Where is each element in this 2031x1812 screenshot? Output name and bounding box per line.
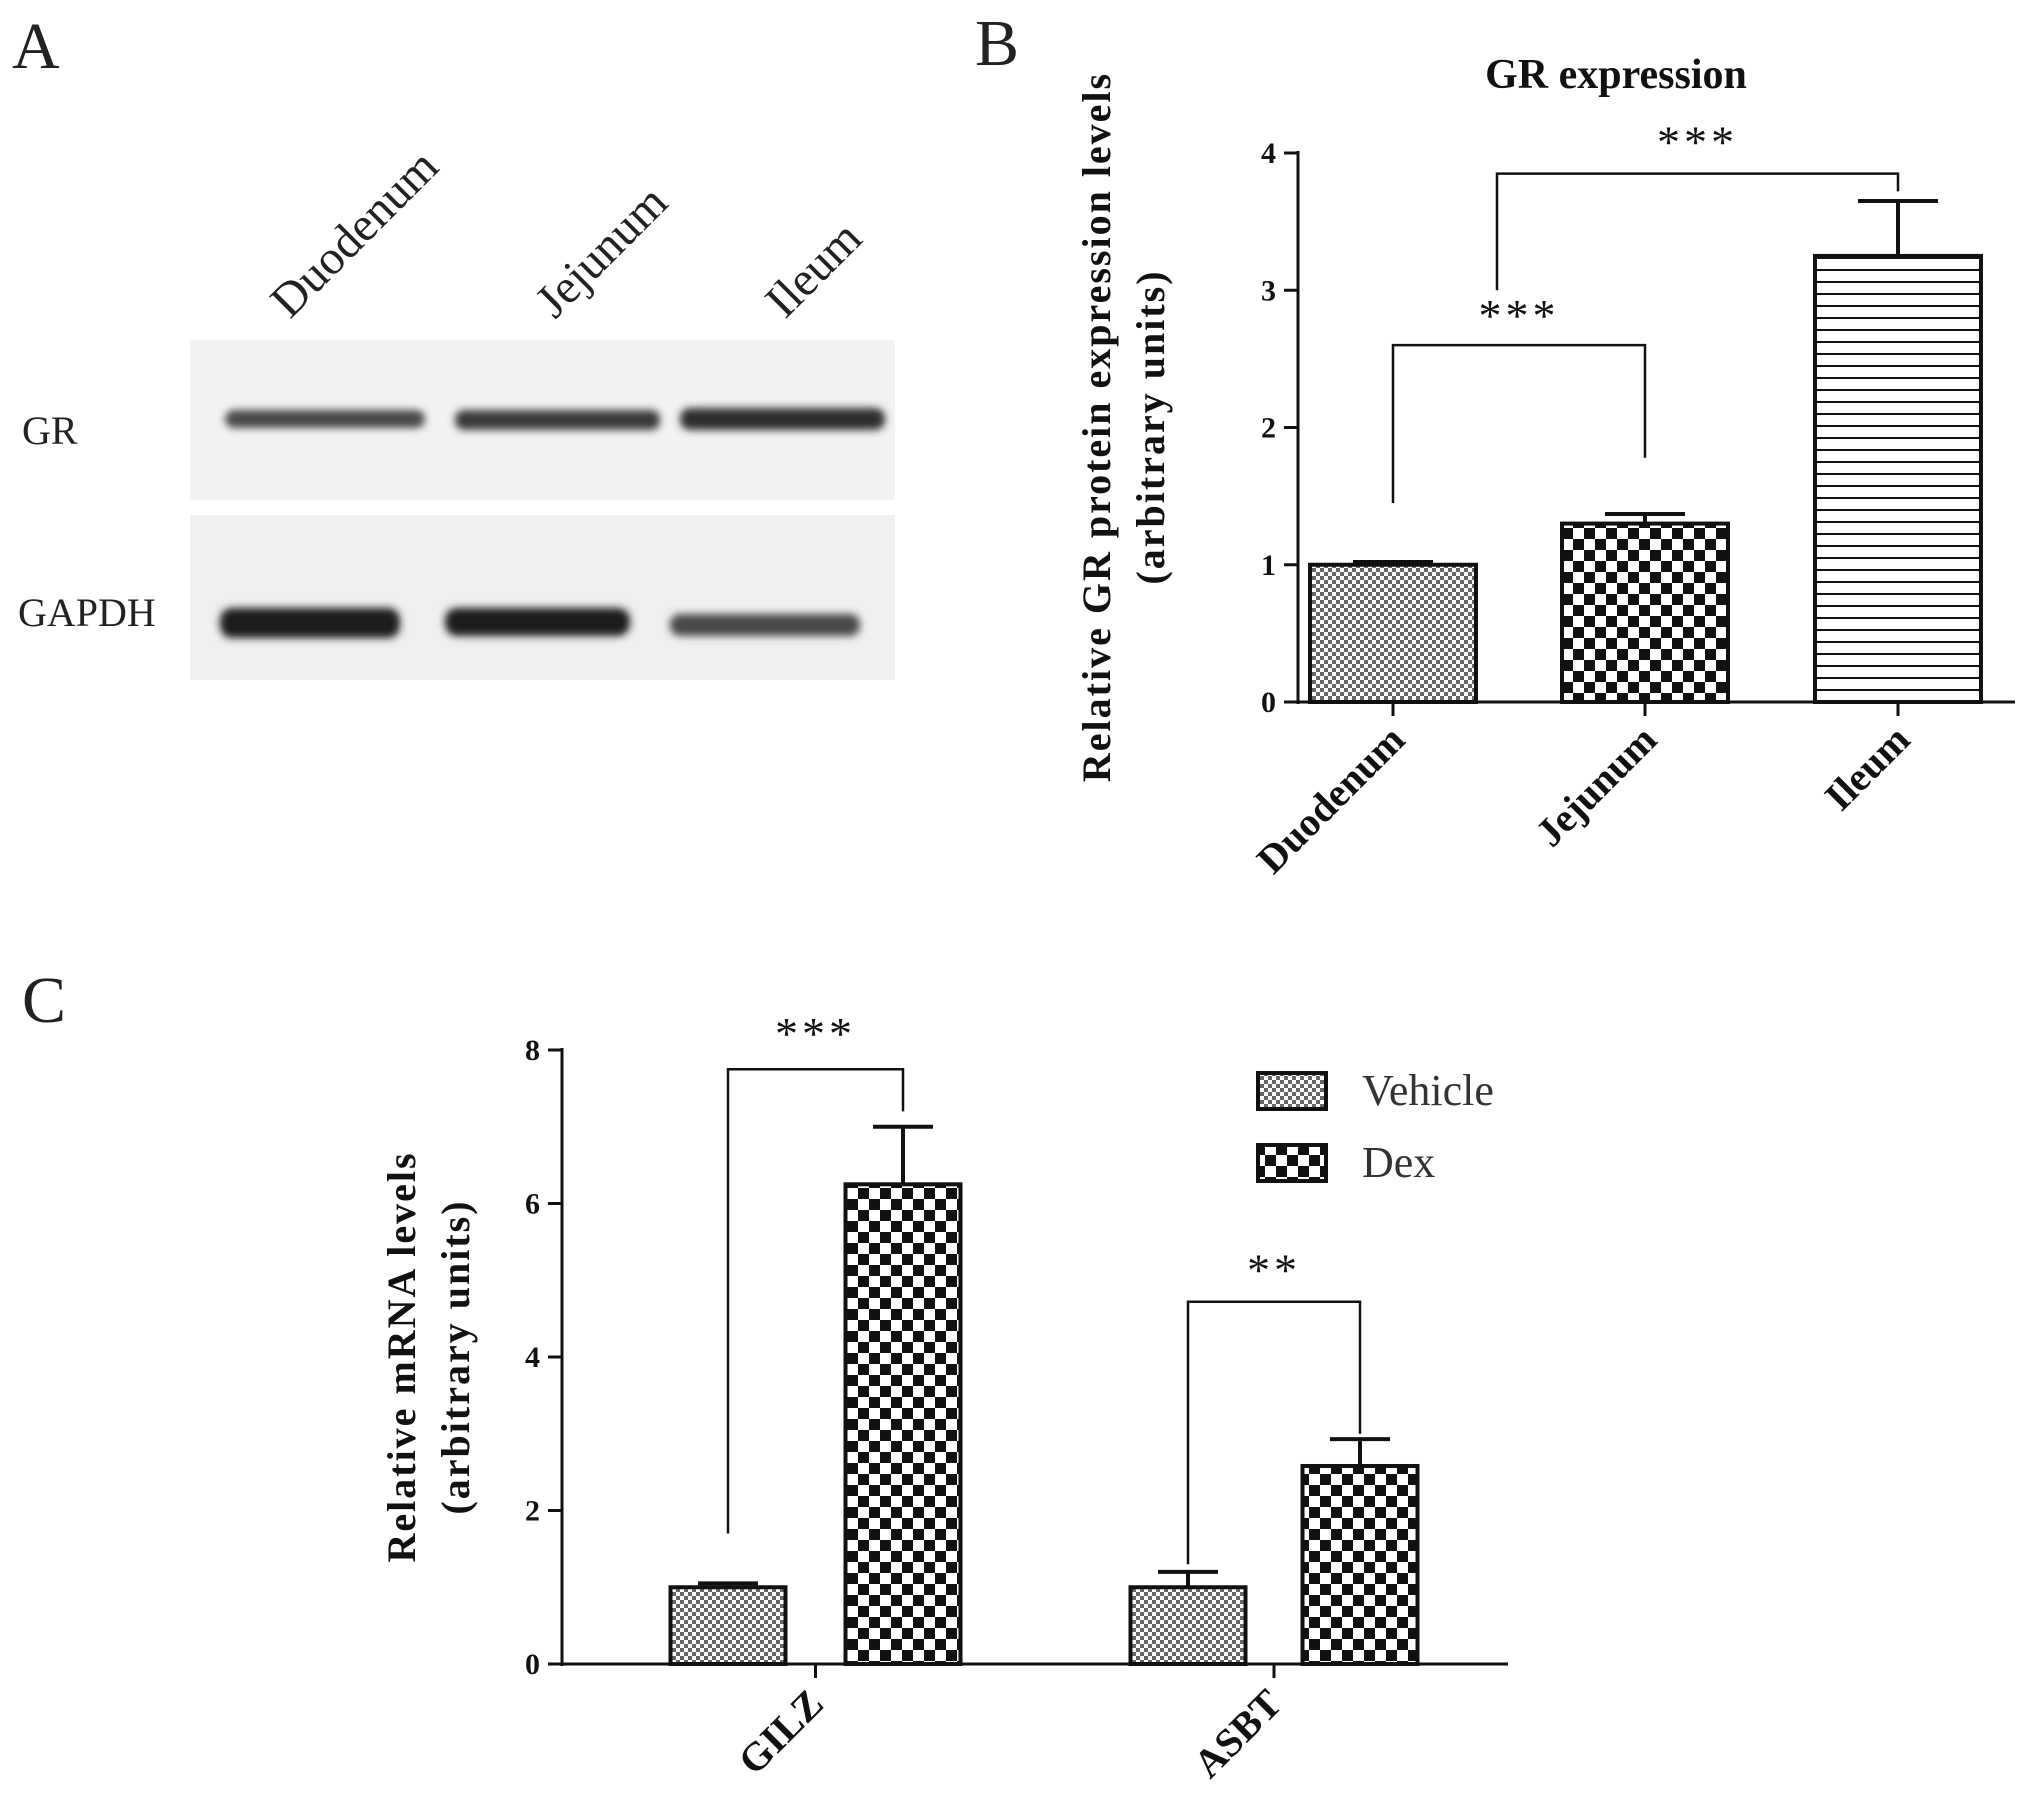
chart-c-legend: Vehicle Dex bbox=[1256, 1066, 1494, 1187]
gr-band-ileum bbox=[680, 408, 885, 430]
significance-bracket-duodenum-jejunum bbox=[1391, 343, 1647, 503]
bar-asbt-dex bbox=[1300, 1463, 1420, 1666]
chart-c-y-tick-label: 2 bbox=[525, 1495, 540, 1528]
blot-row-label-gapdh: GAPDH bbox=[18, 590, 156, 635]
blot-gapdh bbox=[190, 515, 895, 680]
legend-swatch-dex bbox=[1256, 1143, 1328, 1183]
chart-b-y-tick-label: 4 bbox=[1261, 137, 1276, 170]
chart-b-y-tick-label: 2 bbox=[1261, 412, 1276, 445]
bar-jejunum bbox=[1560, 521, 1730, 705]
lane-label-duodenum: Duodenum bbox=[260, 139, 448, 327]
chart-c-y-tick-label: 6 bbox=[525, 1188, 540, 1221]
chart-b-y-axis-title-line: (arbitrary units) bbox=[1128, 269, 1173, 584]
x-tick-label-ileum: Ileum bbox=[1816, 717, 1919, 820]
chart-b-y-axis-title: Relative GR protein expression levels (ar… bbox=[1074, 72, 1173, 782]
chart-b-y-tick-label: 3 bbox=[1261, 274, 1276, 307]
significance-label-asbt: ** bbox=[1247, 1245, 1301, 1296]
chart-c-y-tick-label: 8 bbox=[525, 1034, 540, 1067]
bar-ileum bbox=[1813, 253, 1983, 704]
panel-c-letter: C bbox=[22, 964, 66, 1037]
legend-swatch-vehicle bbox=[1256, 1071, 1328, 1111]
x-tick-label-duodenum: Duodenum bbox=[1248, 717, 1413, 882]
chart-c-y-axis-title-line: (arbitrary units) bbox=[433, 1199, 478, 1514]
legend-label-dex: Dex bbox=[1362, 1138, 1435, 1187]
blot-gapdh-membrane bbox=[190, 515, 895, 680]
significance-label-gilz: *** bbox=[775, 1008, 856, 1059]
gr-band-duodenum bbox=[225, 410, 425, 428]
panel-b-letter: B bbox=[975, 7, 1019, 80]
blot-gr bbox=[190, 340, 895, 500]
significance-label-duodenum-jejunum: *** bbox=[1479, 290, 1560, 341]
gr-band-jejunum bbox=[455, 410, 660, 430]
significance-bracket-asbt bbox=[1186, 1300, 1362, 1565]
significance-label-jejunum-ileum: *** bbox=[1657, 117, 1738, 168]
gapdh-band-duodenum bbox=[220, 608, 400, 638]
chart-c-y-axis-title-line: Relative mRNA levels bbox=[379, 1151, 424, 1562]
panel-b: B GR expression Relative GR protein expre… bbox=[975, 7, 2015, 882]
blot-row-label-gr: GR bbox=[22, 408, 78, 453]
chart-b-y-axis-title-line: Relative GR protein expression levels bbox=[1074, 72, 1119, 782]
legend-label-vehicle: Vehicle bbox=[1362, 1066, 1494, 1115]
lane-label-ileum: Ileum bbox=[755, 211, 872, 328]
bar-gilz-dex bbox=[843, 1182, 963, 1666]
significance-bracket-gilz bbox=[726, 1067, 905, 1534]
panel-c: C Relative mRNA levels (arbitrary units) 0… bbox=[22, 964, 1508, 1786]
x-tick-label-gilz: GILZ bbox=[729, 1681, 832, 1784]
panel-a: A Duodenum Jejunum Ileum GR GAPDH bbox=[12, 10, 895, 680]
gapdh-band-jejunum bbox=[445, 608, 630, 636]
chart-c-y-axis-title: Relative mRNA levels (arbitrary units) bbox=[379, 1151, 478, 1562]
chart-c-y-tick-label: 0 bbox=[525, 1648, 540, 1681]
panel-a-letter: A bbox=[12, 10, 60, 83]
chart-c-y-tick-label: 4 bbox=[525, 1341, 540, 1374]
gapdh-band-ileum bbox=[670, 614, 860, 636]
x-tick-label-jejunum: Jejunum bbox=[1527, 717, 1666, 856]
bar-asbt-vehicle bbox=[1128, 1585, 1248, 1666]
chart-b-y-tick-label: 1 bbox=[1261, 549, 1276, 582]
x-tick-label-asbt: ASBT bbox=[1185, 1680, 1291, 1786]
significance-bracket-jejunum-ileum bbox=[1495, 172, 1900, 291]
lane-label-jejunum: Jejunum bbox=[525, 175, 677, 327]
bar-gilz-vehicle bbox=[668, 1585, 788, 1666]
bar-duodenum bbox=[1308, 562, 1478, 704]
chart-b-title: GR expression bbox=[1485, 52, 1747, 98]
chart-b-y-tick-label: 0 bbox=[1261, 686, 1276, 719]
